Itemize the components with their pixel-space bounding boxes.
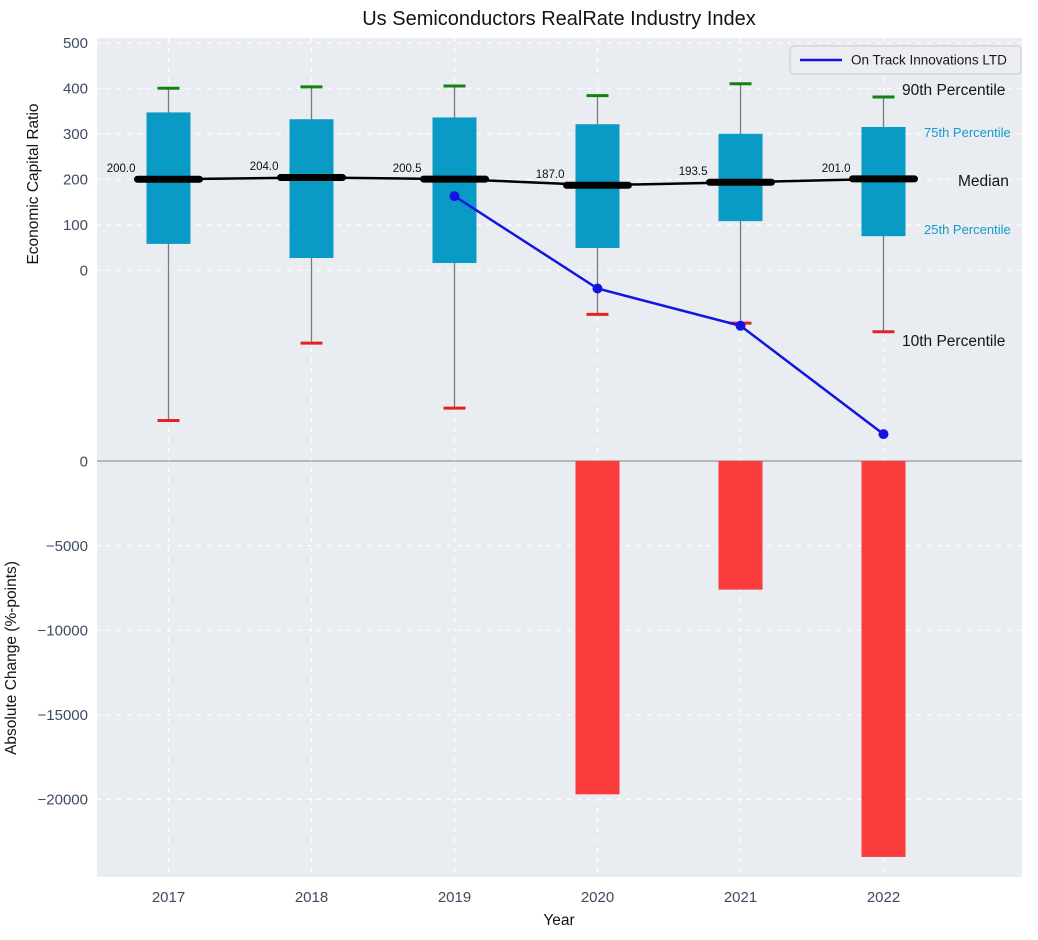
- legend-label: On Track Innovations LTD: [851, 53, 1007, 68]
- x-axis-label: Year: [543, 912, 574, 929]
- median-label-2020: 187.0: [536, 169, 565, 181]
- bar-2020: [575, 461, 620, 795]
- annotation-median: Median: [958, 173, 1009, 190]
- ytick-0: 0: [80, 263, 88, 280]
- median-label-2019: 200.5: [393, 163, 422, 175]
- ytick-300: 300: [63, 126, 88, 143]
- median-label-2022: 201.0: [822, 163, 851, 175]
- box-2019: [432, 117, 477, 264]
- xtick-2018: 2018: [295, 889, 328, 906]
- xtick-2020: 2020: [581, 889, 614, 906]
- company-point-2019: [449, 191, 460, 202]
- ytick-b-5000: −5000: [46, 538, 88, 555]
- company-line: [453, 195, 885, 436]
- ytick-200: 200: [63, 172, 88, 189]
- ytick-500: 500: [63, 35, 88, 52]
- y-axis-label-top: Economic Capital Ratio: [25, 103, 42, 264]
- legend-box: [789, 45, 1022, 75]
- plot-shapes: [97, 38, 1022, 877]
- y-axis-label-bottom: Absolute Change (%-points): [3, 561, 20, 755]
- xtick-2021: 2021: [724, 889, 757, 906]
- median-value-labels: 200.0 204.0 200.5 187.0 193.5 201.0: [107, 161, 851, 181]
- company-point-2021: [735, 320, 746, 331]
- xtick-2017: 2017: [152, 889, 185, 906]
- ytick-b-10000: −10000: [38, 622, 88, 639]
- xtick-2022: 2022: [867, 889, 900, 906]
- annotation-25th-percentile: 25th Percentile: [924, 222, 1011, 237]
- y-axis-bottom-ticks: 0 −5000 −10000 −15000 −20000: [38, 453, 88, 808]
- ytick-b-20000: −20000: [38, 792, 88, 809]
- median-label-2017: 200.0: [107, 163, 136, 175]
- company-point-2020: [592, 283, 603, 294]
- annotation-10th-percentile: 10th Percentile: [902, 333, 1005, 350]
- chart-title: Us Semiconductors RealRate Industry Inde…: [362, 8, 756, 30]
- ytick-400: 400: [63, 81, 88, 98]
- annotation-90th-percentile: 90th Percentile: [902, 82, 1005, 99]
- bar-2021: [718, 461, 763, 590]
- box-2018: [289, 119, 334, 259]
- xtick-2019: 2019: [438, 889, 471, 906]
- y-axis-top-ticks: 500 400 300 200 100 0: [63, 35, 88, 279]
- percentile-annotations: 90th Percentile 75th Percentile Median 2…: [902, 82, 1011, 350]
- x-axis-ticks: 2017 2018 2019 2020 2021 2022: [152, 889, 900, 906]
- legend: On Track Innovations LTD: [789, 45, 1022, 75]
- median-label-2018: 204.0: [250, 161, 279, 173]
- annotation-75th-percentile: 75th Percentile: [924, 125, 1011, 140]
- ytick-b-15000: −15000: [38, 707, 88, 724]
- company-point-2022: [878, 429, 889, 440]
- box-2021: [718, 133, 763, 222]
- bar-2022: [861, 461, 906, 857]
- median-label-2021: 193.5: [679, 166, 708, 178]
- ytick-100: 100: [63, 217, 88, 234]
- ytick-b0: 0: [80, 453, 88, 470]
